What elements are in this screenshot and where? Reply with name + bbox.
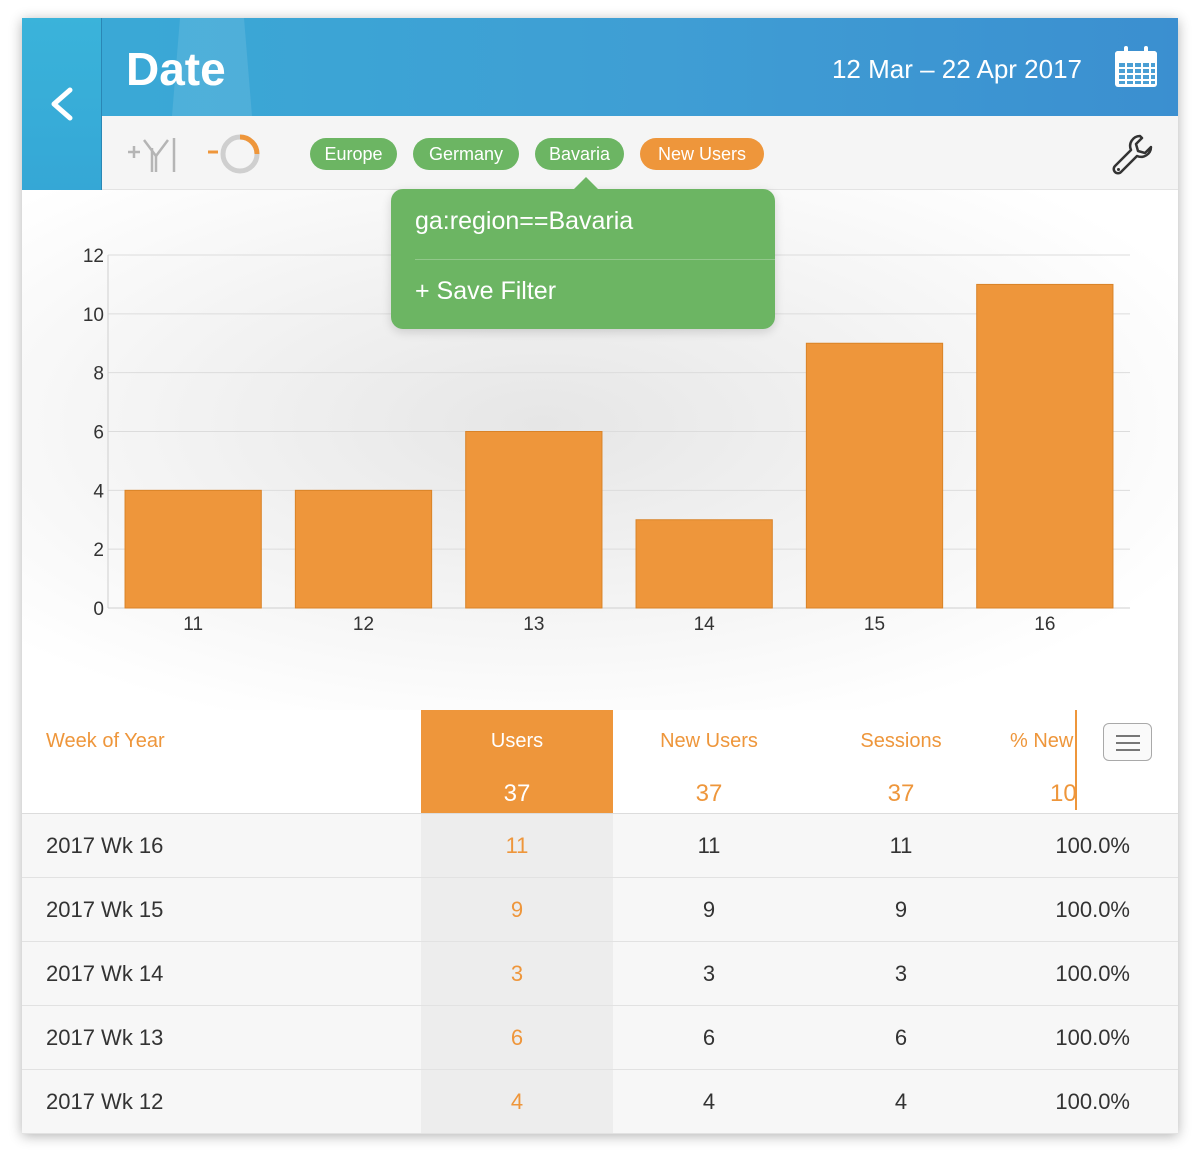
users-column-highlight <box>421 710 613 813</box>
cell-pct-new: 100.0% <box>1055 1089 1130 1114</box>
header-bar: Date 12 Mar – 22 Apr 2017 <box>22 18 1178 116</box>
app-window: Date 12 Mar – 22 Apr 2017 <box>22 18 1178 1134</box>
cell-sessions: 9 <box>894 897 908 922</box>
column-header-users[interactable]: Users <box>490 730 544 752</box>
cell-week: 2017 Wk 12 <box>46 1089 164 1114</box>
cell-new-users: 6 <box>702 1025 716 1050</box>
cell-pct-new: 100.0% <box>1055 961 1130 986</box>
chart-bar <box>294 489 433 609</box>
cell-new-users: 4 <box>702 1089 716 1114</box>
filter-chip-bavaria[interactable]: Bavaria <box>535 138 624 170</box>
chart-bar <box>124 489 262 609</box>
hamburger-menu-icon[interactable] <box>1103 723 1152 761</box>
cell-new-users: 3 <box>702 961 716 986</box>
table-row[interactable]: 2017 Wk 15 9 9 9 100.0% <box>22 878 1178 942</box>
segment-add-icon[interactable] <box>126 134 180 174</box>
cell-sessions: 3 <box>894 961 908 986</box>
cell-new-users: 11 <box>697 833 721 858</box>
total-pct-new: 10 <box>1050 780 1077 807</box>
total-sessions: 37 <box>887 780 915 807</box>
cell-sessions: 11 <box>889 833 913 858</box>
users-column-cell-bg <box>421 1006 613 1069</box>
chart-y-tick-label: 2 <box>93 540 104 561</box>
cell-users: 4 <box>510 1089 524 1114</box>
filter-expression: ga:region==Bavaria <box>415 207 634 235</box>
header-background-graphic <box>172 18 252 116</box>
table-header: Week of Year Users 37 New Users 37 Sessi… <box>22 710 1178 813</box>
filter-chip-germany[interactable]: Germany <box>413 138 519 170</box>
total-users: 37 <box>503 780 531 807</box>
table-body: 2017 Wk 16 11 11 11 100.0% 2017 Wk 15 9 … <box>22 813 1178 1134</box>
cell-new-users: 9 <box>702 897 716 922</box>
chart-canvas: 0 2 4 6 8 10 12 11 12 13 14 15 16 <box>83 246 1130 635</box>
cell-week: 2017 Wk 13 <box>46 1025 164 1050</box>
table-row[interactable]: 2017 Wk 13 6 6 6 100.0% <box>22 1006 1178 1070</box>
chart-x-tick-label: 14 <box>694 614 716 635</box>
chart-bar <box>635 519 773 609</box>
chart-bar <box>465 431 603 609</box>
cell-week: 2017 Wk 15 <box>46 897 164 922</box>
table-row[interactable]: 2017 Wk 12 4 4 4 100.0% <box>22 1070 1178 1134</box>
chart-y-tick-label: 6 <box>93 423 104 444</box>
cell-users: 6 <box>510 1025 524 1050</box>
users-column-cell-bg <box>421 942 613 1005</box>
horizontal-scroll-indicator <box>1075 710 1077 810</box>
table-row[interactable]: 2017 Wk 16 11 11 11 100.0% <box>22 814 1178 878</box>
cell-pct-new: 100.0% <box>1055 1025 1130 1050</box>
users-column-cell-bg <box>421 1070 613 1133</box>
table-row[interactable]: 2017 Wk 14 3 3 3 100.0% <box>22 942 1178 1006</box>
calendar-icon[interactable] <box>1114 46 1158 88</box>
chart-y-tick-label: 8 <box>93 364 104 385</box>
cell-users: 11 <box>505 833 529 858</box>
chart-y-tick-label: 12 <box>83 246 104 267</box>
popover-divider <box>415 259 775 260</box>
filter-chip-new-users[interactable]: New Users <box>640 138 764 170</box>
popover-arrow <box>573 177 599 190</box>
column-header-sessions[interactable]: Sessions <box>860 730 942 752</box>
date-range[interactable]: 12 Mar – 22 Apr 2017 <box>831 54 1082 84</box>
chart-y-tick-label: 4 <box>93 481 104 502</box>
cell-week: 2017 Wk 16 <box>46 833 164 858</box>
cell-sessions: 6 <box>894 1025 908 1050</box>
column-header-week-of-year[interactable]: Week of Year <box>46 730 165 752</box>
column-header-new-users[interactable]: New Users <box>660 730 758 752</box>
cell-sessions: 4 <box>894 1089 908 1114</box>
column-header-pct-new[interactable]: % New <box>1010 730 1074 752</box>
chart-x-tick-label: 16 <box>1034 614 1055 635</box>
filter-popover: ga:region==Bavaria + Save Filter <box>391 177 775 329</box>
chart-x-tick-label: 11 <box>183 614 203 635</box>
wrench-icon[interactable] <box>1110 132 1156 178</box>
chart-x-tick-label: 13 <box>523 614 544 635</box>
back-panel <box>22 18 102 190</box>
cell-pct-new: 100.0% <box>1055 897 1130 922</box>
users-column-cell-bg <box>421 878 613 941</box>
save-filter-button[interactable]: + Save Filter <box>415 277 557 305</box>
filter-chip-europe[interactable]: Europe <box>310 138 397 170</box>
total-new-users: 37 <box>695 780 723 807</box>
filter-toolbar: Europe Germany Bavaria New Users <box>102 116 1178 190</box>
chart-x-tick-label: 12 <box>353 614 374 635</box>
users-column-cell-bg <box>421 814 613 877</box>
page-title: Date <box>126 43 226 95</box>
cell-pct-new: 100.0% <box>1055 833 1130 858</box>
chart-y-tick-label: 10 <box>83 305 104 326</box>
chart-y-tick-label: 0 <box>93 599 104 620</box>
cell-week: 2017 Wk 14 <box>46 961 164 986</box>
chevron-left-icon[interactable] <box>42 80 82 128</box>
chart-x-tick-label: 15 <box>864 614 885 635</box>
donut-chart-icon[interactable] <box>206 132 262 176</box>
chart-bar <box>976 283 1114 609</box>
cell-users: 3 <box>510 961 524 986</box>
cell-users: 9 <box>510 897 524 922</box>
chart-bar <box>805 342 944 609</box>
